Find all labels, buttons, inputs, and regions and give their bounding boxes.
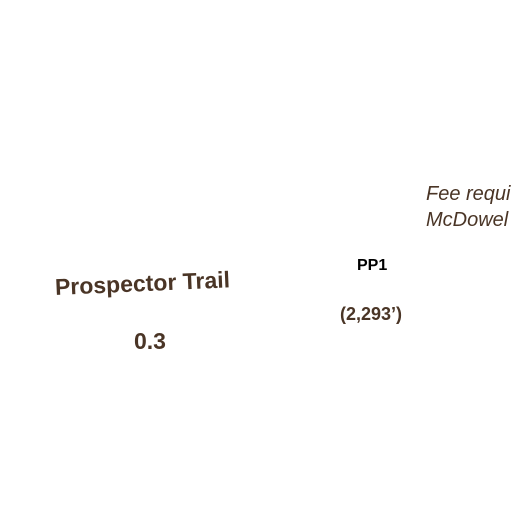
point-code-label: PP1 <box>357 257 388 274</box>
fee-note-line-2: McDowel <box>426 209 509 231</box>
point-elevation-label: (2,293’) <box>340 304 403 324</box>
fee-note-label: Fee requi McDowel <box>426 181 511 233</box>
fee-note-line-1: Fee requi <box>426 183 511 205</box>
trail-name-label: Prospector Trail <box>54 266 231 300</box>
trail-distance-label: 0.3 <box>134 328 166 354</box>
